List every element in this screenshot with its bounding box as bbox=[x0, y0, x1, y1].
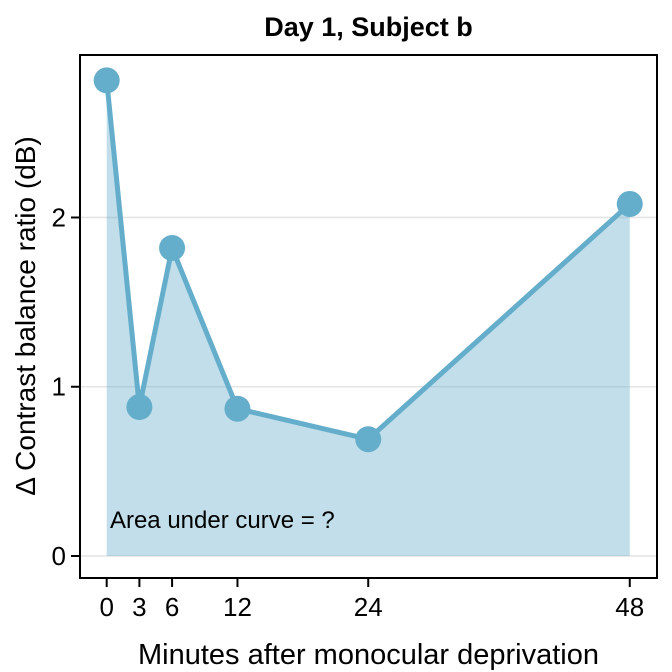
y-axis-label: Δ Contrast balance ratio (dB) bbox=[10, 136, 41, 496]
x-tick-label-48: 48 bbox=[615, 592, 644, 622]
x-tick-label-6: 6 bbox=[165, 592, 179, 622]
data-point-x6 bbox=[159, 234, 186, 261]
y-tick-label-2: 2 bbox=[52, 202, 66, 232]
data-point-x0 bbox=[93, 67, 120, 94]
data-point-x3 bbox=[126, 394, 153, 421]
chart-title: Day 1, Subject b bbox=[264, 12, 473, 42]
area-fill bbox=[106, 80, 630, 556]
y-tick-label-0: 0 bbox=[52, 541, 66, 571]
data-line bbox=[104, 77, 633, 442]
y-tick-label-1: 1 bbox=[52, 372, 66, 402]
x-axis-label: Minutes after monocular deprivation bbox=[137, 639, 599, 671]
annotation-text: Area under curve = ? bbox=[110, 507, 335, 534]
x-tick-label-24: 24 bbox=[354, 592, 383, 622]
x-tick-label-3: 3 bbox=[132, 592, 146, 622]
x-tick-label-12: 12 bbox=[223, 592, 252, 622]
data-point-x12 bbox=[224, 395, 251, 422]
panel-border bbox=[79, 54, 658, 579]
x-tick-label-0: 0 bbox=[99, 592, 113, 622]
data-point-x24 bbox=[355, 426, 382, 453]
data-point-x48 bbox=[616, 190, 643, 217]
